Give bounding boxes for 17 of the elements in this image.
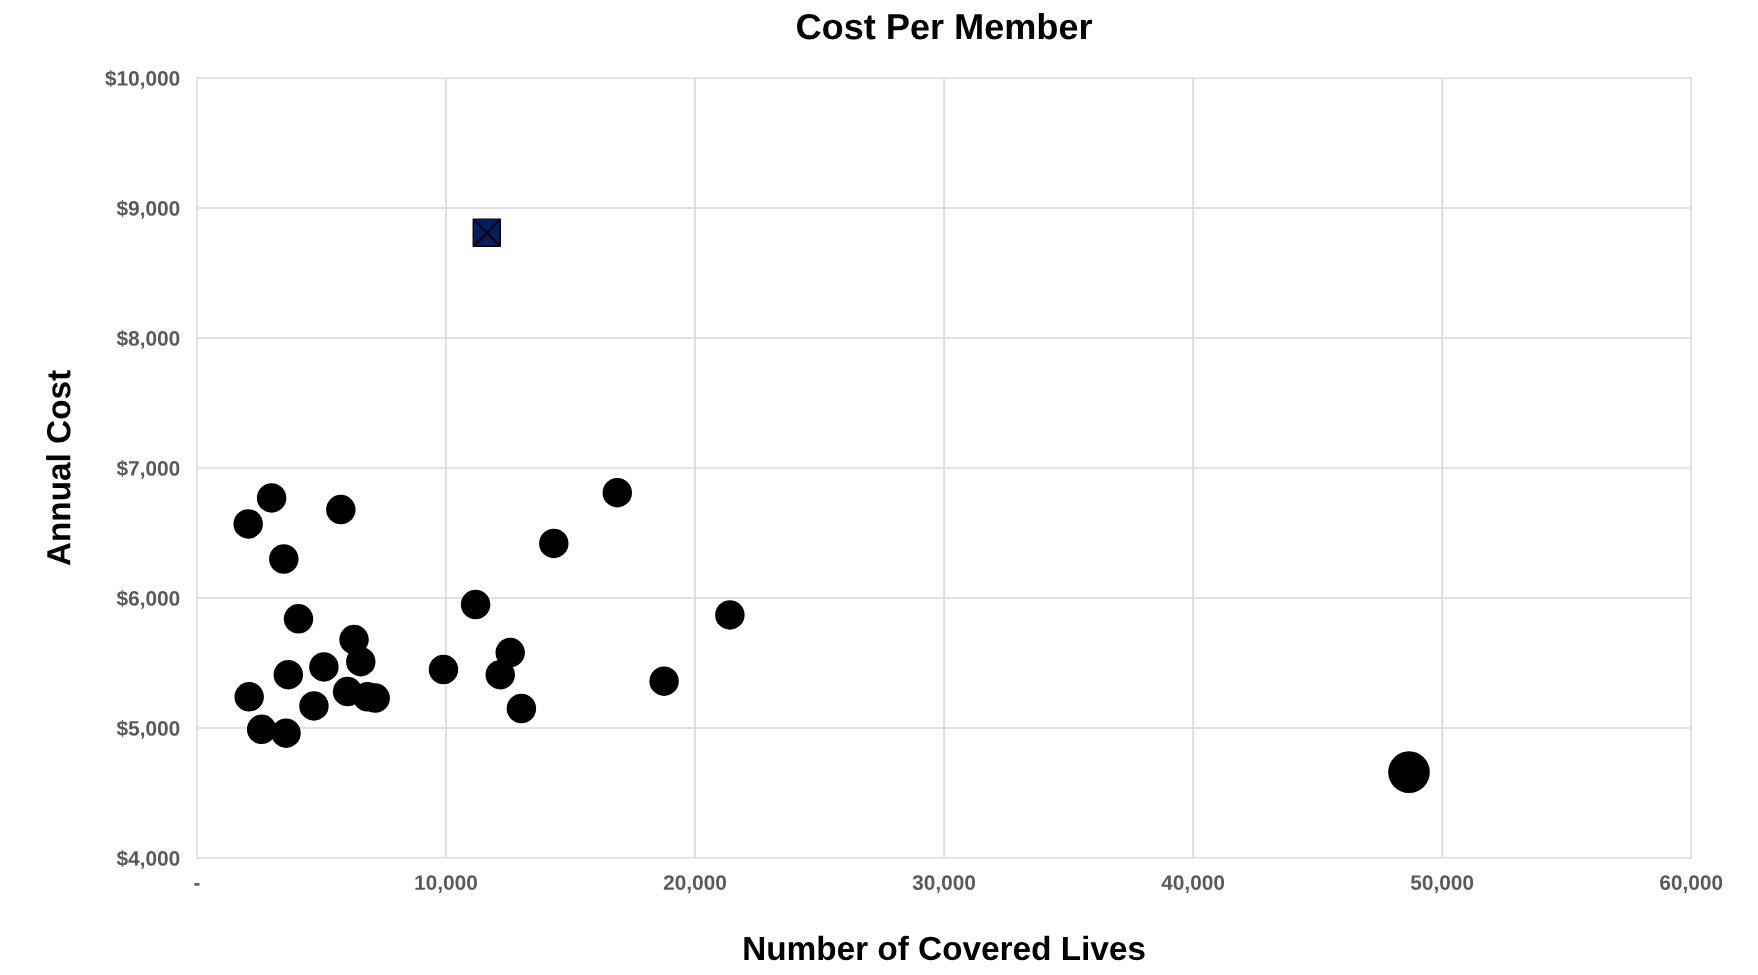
x-tick-label: 60,000 <box>1660 875 1723 893</box>
y-tick-label: $8,000 <box>116 330 180 349</box>
y-tick-label: $10,000 <box>105 70 180 89</box>
y-axis-title: Annual Cost <box>46 370 71 566</box>
x-tick-label: 50,000 <box>1410 875 1474 893</box>
y-tick-label: $5,000 <box>116 720 180 739</box>
x-tick-label: - <box>194 883 200 886</box>
x-tick-label: 20,000 <box>663 875 727 893</box>
y-tick-label: $9,000 <box>116 200 180 219</box>
y-tick-label: $6,000 <box>116 590 180 609</box>
y-tick-label: $7,000 <box>116 460 180 479</box>
x-tick-label: 30,000 <box>912 875 976 893</box>
chart-title: Cost Per Member <box>797 12 1093 40</box>
x-axis-title: Number of Covered Lives <box>744 935 1145 961</box>
x-tick-label: 10,000 <box>415 875 477 893</box>
x-tick-label: 40,000 <box>1161 875 1225 893</box>
y-tick-label: $4,000 <box>116 850 180 869</box>
